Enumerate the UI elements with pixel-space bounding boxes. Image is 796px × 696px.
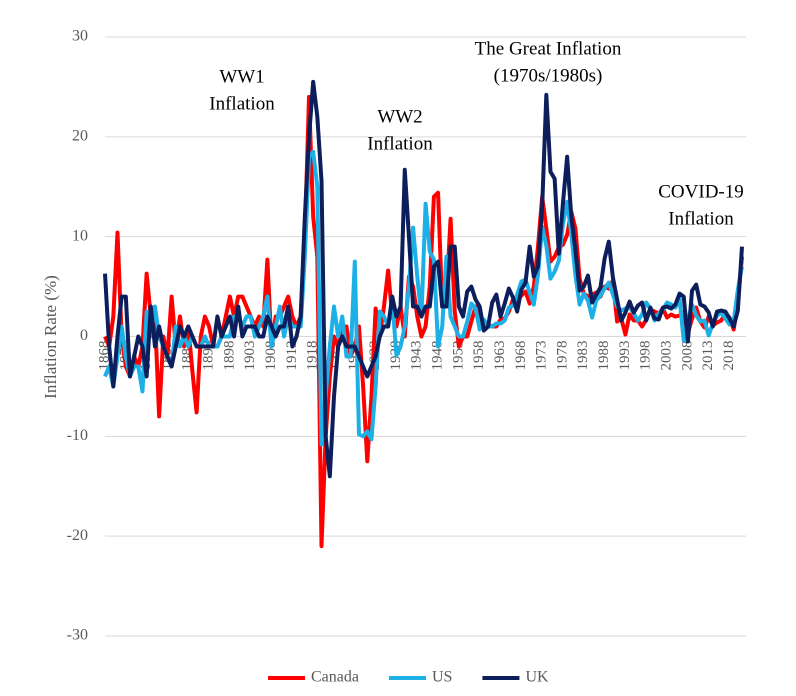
x-tick-label: 1898 (221, 341, 237, 371)
y-tick-label: 30 (72, 28, 88, 45)
x-tick-label: 1943 (409, 341, 425, 371)
y-tick-label: -10 (67, 427, 88, 444)
x-tick-label: 1968 (513, 341, 529, 371)
annotation: COVID-19 (658, 181, 744, 202)
series-line (103, 79, 744, 479)
x-tick-label: 1983 (575, 341, 591, 371)
legend-label: Canada (311, 669, 359, 686)
x-tick-label: 1908 (263, 341, 279, 371)
x-tick-label: 1948 (430, 341, 446, 371)
y-tick-label: 0 (80, 327, 88, 344)
y-tick-label: -30 (67, 627, 88, 644)
x-tick-label: 1958 (471, 341, 487, 371)
annotation: Inflation (668, 208, 734, 229)
annotation: WW1 (219, 66, 264, 87)
annotation: The Great Inflation (475, 38, 622, 59)
x-tick-label: 1973 (534, 341, 550, 371)
x-tick-label: 1903 (242, 341, 258, 371)
x-tick-label: 1993 (617, 341, 633, 371)
x-tick-label: 2013 (700, 341, 716, 371)
x-tick-label: 2003 (658, 341, 674, 371)
x-tick-label: 1913 (284, 341, 300, 371)
x-tick-label: 2008 (679, 341, 695, 371)
x-tick-label: 1978 (554, 341, 570, 371)
annotation: Inflation (209, 93, 275, 114)
legend-label: US (432, 669, 452, 686)
x-tick-label: 1953 (450, 341, 466, 371)
x-tick-label: 1998 (638, 341, 654, 371)
y-axis-label: Inflation Rate (%) (41, 275, 60, 399)
x-tick-label: 1988 (596, 341, 612, 371)
annotation: Inflation (367, 133, 433, 154)
annotation: WW2 (377, 106, 422, 127)
legend-label: UK (525, 669, 549, 686)
y-tick-label: -20 (67, 527, 88, 544)
series-line (103, 149, 744, 447)
x-tick-label: 2018 (721, 341, 737, 371)
x-tick-label: 1963 (492, 341, 508, 371)
y-tick-label: 20 (72, 128, 88, 145)
y-tick-label: 10 (72, 227, 88, 244)
annotation: (1970s/1980s) (494, 65, 603, 86)
legend: Canada US UK (268, 669, 549, 686)
x-tick-label: 1918 (305, 341, 321, 371)
